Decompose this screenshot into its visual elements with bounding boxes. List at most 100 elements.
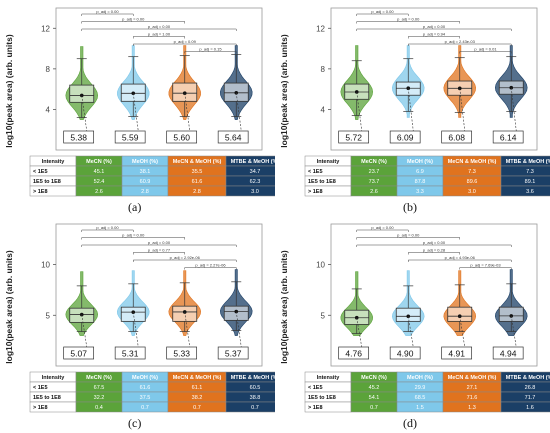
table-cell xyxy=(500,185,550,197)
median-leader xyxy=(81,314,88,349)
bracket-label: p_adj = 0.94 xyxy=(423,31,446,36)
chart-svg: 5 10 log10(peak area) (arb. units) 5.07 MeCN… xyxy=(4,223,275,413)
table-cell xyxy=(500,401,550,413)
table-value: 89.6 xyxy=(467,179,478,185)
table-header-label: MTBE & MeOH (%) xyxy=(231,375,275,381)
median-leader xyxy=(184,93,191,133)
panel-a: 4 8 12 log10(peak area) (arb. units) 5.38 MeC… xyxy=(0,0,275,216)
table-header-label: MeOH (%) xyxy=(132,159,158,165)
table-value: 1.3 xyxy=(468,405,476,411)
median-label: 4.90 xyxy=(397,349,414,359)
median-leader xyxy=(407,316,414,349)
table-header-label: MeOH (%) xyxy=(132,375,158,381)
table-value: 26.8 xyxy=(525,385,536,391)
table-value: 87.8 xyxy=(415,179,426,185)
table-header-label: MeCN (%) xyxy=(86,159,112,165)
median-label-box xyxy=(114,130,146,144)
table-value: 29.9 xyxy=(415,385,426,391)
bracket-label: p_adj = 2.92e-06 xyxy=(170,255,201,260)
median-leader xyxy=(459,88,466,133)
bracket-label: p_adj = 0.01 xyxy=(474,46,497,51)
median-label-box xyxy=(166,346,198,360)
table-value: 54.1 xyxy=(369,395,380,401)
median-point xyxy=(234,309,239,314)
median-label: 5.31 xyxy=(122,349,139,359)
table-value: 38.2 xyxy=(192,395,203,401)
median-label: 5.59 xyxy=(122,133,139,143)
median-label-box xyxy=(441,130,473,144)
median-label: 5.33 xyxy=(173,349,190,359)
table-row-label: 1E5 to 1E8 xyxy=(308,395,336,401)
median-leader xyxy=(510,315,517,349)
median-leader xyxy=(235,311,242,349)
table-value: 38.8 xyxy=(250,395,261,401)
table-value: 0.7 xyxy=(141,405,149,411)
median-point xyxy=(131,310,136,314)
table-value: 7.3 xyxy=(468,169,476,175)
bracket-label: p_adj = 0.15 xyxy=(199,46,222,51)
bracket-label: p_adj = 0.00 xyxy=(371,9,394,14)
y-tick-label: 12 xyxy=(316,24,325,33)
table-value: 2.8 xyxy=(141,189,149,195)
bracket-label: p_adj = 0.00 xyxy=(148,240,171,245)
bracket-label: p_adj = 0.00 xyxy=(397,16,420,21)
median-point xyxy=(234,90,239,95)
bracket-label: p_adj = 0.00 xyxy=(96,9,119,14)
median-point xyxy=(457,86,462,91)
median-label: 6.08 xyxy=(448,133,465,143)
median-leader xyxy=(184,311,191,349)
bracket-label: p_adj = 2.27e-06 xyxy=(195,262,226,267)
table-value: 3.3 xyxy=(416,189,424,195)
table-value: 2.6 xyxy=(370,189,378,195)
bracket-label: p_adj = 0.00 xyxy=(423,240,446,245)
panel-label: (b) xyxy=(403,200,417,214)
table-value: 1.6 xyxy=(526,405,534,411)
bracket-label: p_adj = 0.00 xyxy=(148,24,171,29)
median-label: 6.14 xyxy=(500,133,517,143)
table-value: 32.2 xyxy=(94,395,105,401)
chart-svg: 4 8 12 log10(peak area) (arb. units) 5.38 MeC… xyxy=(4,7,275,197)
table-value: 52.4 xyxy=(94,179,105,185)
median-label-box xyxy=(389,130,421,144)
y-tick-label: 4 xyxy=(321,105,326,114)
y-tick-label: 12 xyxy=(41,24,50,33)
table-header-label: Intensity xyxy=(317,375,341,381)
bracket-label: p_adj = 4.93e-06 xyxy=(445,255,476,260)
panel-c: 5 10 log10(peak area) (arb. units) 5.07 MeCN… xyxy=(0,216,275,433)
median-point xyxy=(131,91,136,96)
table-value: 60.9 xyxy=(140,179,151,185)
median-leader xyxy=(510,87,517,133)
median-leader xyxy=(407,88,414,133)
y-axis-label: log10(peak area) (arb. units) xyxy=(4,250,14,364)
table-header-label: MeCN & MeOH (%) xyxy=(448,375,497,381)
median-leader xyxy=(81,95,88,133)
table-value: 73.7 xyxy=(369,179,380,185)
table-value: 3.6 xyxy=(526,189,534,195)
bracket-label: p_adj = 0.00 xyxy=(423,24,446,29)
median-leader xyxy=(235,92,242,133)
table-value: 27.1 xyxy=(467,385,478,391)
median-label: 4.76 xyxy=(345,349,362,359)
table-value: 61.6 xyxy=(192,179,203,185)
median-label: 5.38 xyxy=(70,133,87,143)
median-leader xyxy=(356,317,363,349)
panel-label: (c) xyxy=(128,416,142,430)
table-cell xyxy=(225,185,275,197)
iqr-box xyxy=(120,306,146,322)
table-header-label: Intensity xyxy=(42,375,66,381)
table-value: 0.7 xyxy=(193,405,201,411)
median-leader xyxy=(132,312,139,349)
table-value: 1.5 xyxy=(416,405,424,411)
median-point xyxy=(406,314,411,319)
table-value: 7.3 xyxy=(526,169,534,175)
median-point xyxy=(457,314,462,318)
table-row-label: 1E5 to 1E8 xyxy=(33,395,61,401)
y-tick-label: 8 xyxy=(46,65,51,74)
table-row-label: > 1E8 xyxy=(308,405,323,411)
median-label: 5.64 xyxy=(225,133,242,143)
bracket-label: p_adj = 7.69e-03 xyxy=(470,262,501,267)
y-axis-label: log10(peak area) (arb. units) xyxy=(279,34,289,148)
median-label-box xyxy=(217,130,249,144)
iqr-box xyxy=(447,306,473,322)
table-header-label: MeCN & MeOH (%) xyxy=(173,159,222,165)
